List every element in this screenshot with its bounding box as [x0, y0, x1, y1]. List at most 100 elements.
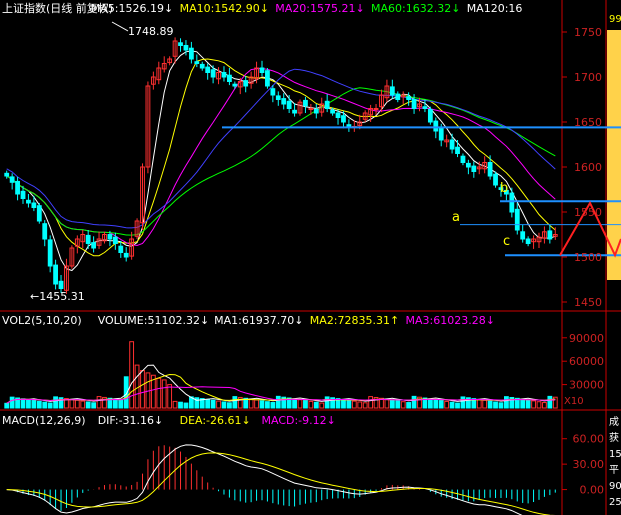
candle-body: [80, 234, 86, 243]
candle: [47, 235, 53, 273]
candle-body: [194, 61, 200, 65]
zigzag-projection: [559, 200, 621, 258]
ma5-line: [6, 50, 556, 272]
candle: [341, 111, 346, 129]
candle: [286, 95, 292, 113]
volume-bar: [237, 396, 243, 409]
candle: [178, 38, 183, 52]
candle-body: [270, 88, 276, 96]
candle-body: [150, 76, 156, 85]
volume-bar: [341, 398, 346, 409]
candle-body: [406, 96, 412, 101]
candle: [297, 99, 303, 116]
candlesticks[interactable]: [4, 37, 558, 294]
right-strip-label: 获: [609, 432, 619, 444]
volume-bar: [275, 395, 281, 409]
volume-ma-line: [6, 386, 556, 404]
support-lines: [222, 126, 621, 258]
label-b: b: [500, 181, 508, 196]
vol-tick-label: 30000: [569, 379, 604, 392]
volume-bar: [487, 400, 493, 409]
volume-bar: [406, 402, 412, 409]
volume-bar: [112, 398, 118, 409]
candle-body: [368, 108, 374, 116]
volume-bar: [373, 396, 379, 409]
volume-bar: [536, 401, 542, 409]
volume-bar: [292, 398, 297, 409]
macd-header-item: MACD:-9.12↓: [262, 414, 336, 427]
macd-indicator[interactable]: [6, 444, 556, 515]
price-tick-label: 1450: [574, 296, 602, 309]
candle: [123, 247, 129, 262]
volume-bar: [96, 396, 102, 409]
volume-bar: [389, 399, 395, 409]
volume-bars[interactable]: [4, 341, 558, 409]
candle-body: [275, 95, 281, 101]
candle: [102, 231, 107, 244]
candle: [167, 56, 173, 66]
candle-body: [145, 85, 151, 168]
candle-body: [265, 70, 270, 87]
candle-body: [129, 238, 135, 257]
volume-bar: [281, 396, 287, 409]
ma20-line: [6, 67, 556, 247]
volume-bar: [199, 398, 205, 409]
candle: [270, 85, 276, 103]
candle-body: [205, 66, 211, 73]
candle-body: [42, 223, 48, 240]
candle: [444, 134, 450, 148]
volume-bar: [150, 374, 156, 409]
candle: [482, 156, 488, 174]
candle-body: [324, 100, 330, 110]
main-header-item: MA5:1526.19↓: [91, 2, 173, 15]
candle-body: [313, 108, 319, 114]
candle: [26, 194, 31, 208]
candle: [455, 140, 460, 158]
dif-line: [6, 444, 523, 515]
volume-bar: [411, 395, 417, 409]
candle-body: [292, 109, 297, 114]
candle-body: [531, 238, 536, 243]
price-tick-label: 1550: [574, 206, 602, 219]
volume-bar: [85, 401, 91, 409]
candle: [465, 159, 471, 175]
volume-bar: [140, 370, 145, 409]
volume-bar: [509, 396, 515, 409]
right-strip-label: 90: [609, 481, 621, 492]
candle-body: [542, 231, 547, 239]
candle-body: [210, 69, 216, 78]
volume-bar: [20, 398, 26, 409]
candle: [145, 81, 151, 174]
candle-body: [26, 199, 31, 204]
candle: [346, 119, 352, 132]
candle: [476, 161, 482, 175]
volume-bar: [319, 402, 325, 409]
candle-body: [69, 247, 75, 267]
candle: [504, 185, 509, 201]
dea-line: [6, 452, 556, 515]
price-tick-label: 1700: [574, 71, 602, 84]
macd-header-item: MACD(12,26,9): [2, 414, 86, 427]
volume-bar: [259, 400, 265, 409]
volume-bar: [172, 400, 178, 409]
candle-body: [427, 108, 433, 123]
candle: [368, 104, 374, 122]
candle: [107, 230, 113, 247]
volume-bar: [330, 397, 335, 409]
candle: [36, 203, 42, 224]
vol-header-item: MA1:61937.70↓: [214, 314, 303, 327]
volume-bar: [368, 396, 374, 409]
volume-bar: [444, 400, 450, 409]
candle-body: [64, 265, 69, 291]
volume-bar: [210, 399, 216, 409]
volume-bar: [194, 397, 200, 409]
candle: [150, 71, 156, 90]
volume-bar: [384, 398, 390, 409]
candle-body: [91, 242, 97, 249]
candle: [520, 224, 526, 243]
candle-body: [118, 245, 124, 253]
candle: [237, 77, 243, 95]
volume-bar: [36, 400, 42, 409]
